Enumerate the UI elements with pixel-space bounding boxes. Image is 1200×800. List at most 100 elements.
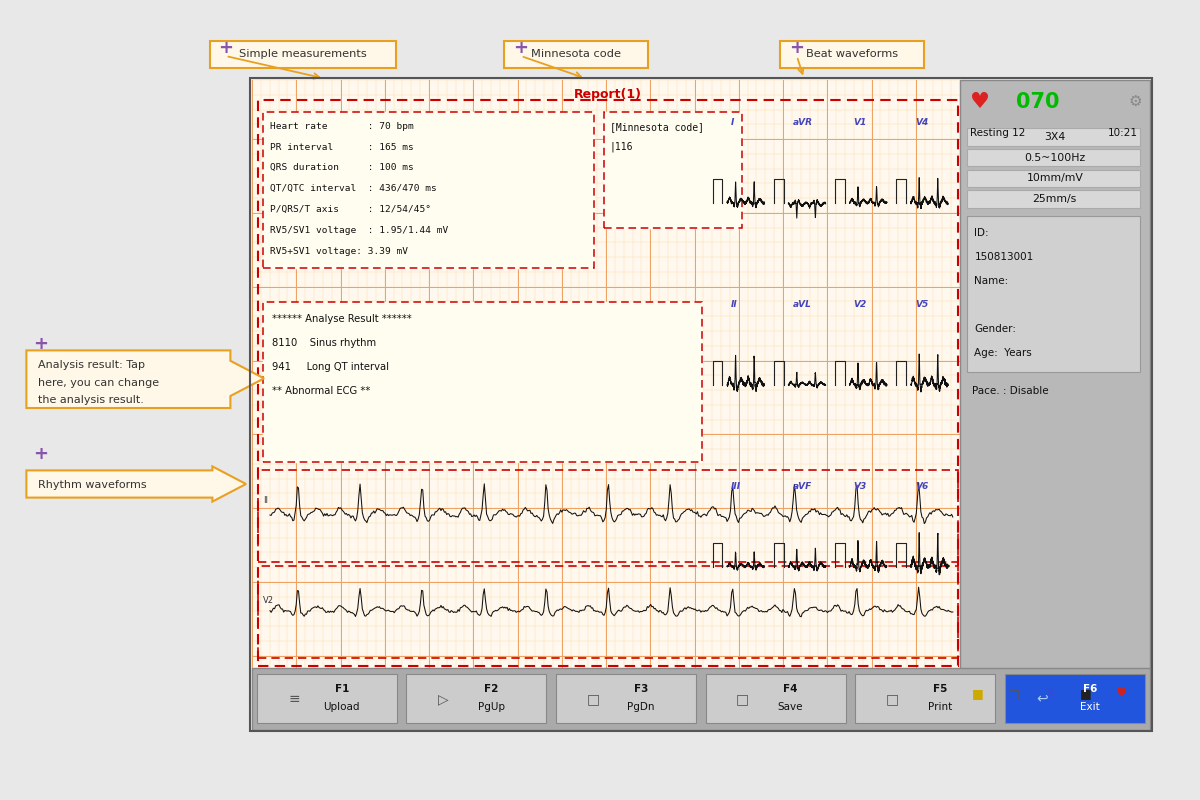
Text: I: I [731,118,734,127]
Text: Resting 12: Resting 12 [970,128,1025,138]
Text: ↩: ↩ [1036,692,1048,706]
Text: RV5+SV1 voltage: 3.39 mV: RV5+SV1 voltage: 3.39 mV [270,247,408,256]
Bar [1004,674,1145,723]
Text: Simple measurements: Simple measurements [239,50,367,59]
Text: Minnesota code: Minnesota code [530,50,622,59]
Text: ♥: ♥ [1116,687,1127,700]
Text: V2: V2 [263,595,274,605]
Text: 3X4: 3X4 [1044,132,1066,142]
Bar [257,674,397,723]
Bar [780,41,924,68]
Bar [967,128,1140,146]
Text: Pace. : Disable: Pace. : Disable [972,386,1049,396]
Bar [258,470,958,562]
Text: □: □ [736,692,749,706]
Text: here, you can change: here, you can change [38,378,160,388]
Text: |116: |116 [610,142,634,152]
Text: +: + [34,335,48,353]
Polygon shape [26,350,264,408]
Text: V2: V2 [853,300,866,310]
Text: QRS duration     : 100 ms: QRS duration : 100 ms [270,163,414,173]
Text: ▷: ▷ [438,692,449,706]
Bar [706,674,846,723]
Text: Age:  Years: Age: Years [974,348,1032,358]
Text: [Minnesota code]: [Minnesota code] [610,122,703,131]
Text: ♥: ♥ [971,92,990,111]
Text: PgDn: PgDn [628,702,655,712]
Text: F4: F4 [784,684,798,694]
Text: PgUp: PgUp [478,702,505,712]
Polygon shape [26,466,246,502]
Bar [263,112,594,268]
Text: V5: V5 [914,300,928,310]
Text: 10mm/mV: 10mm/mV [1026,174,1084,183]
Text: Rhythm waveforms: Rhythm waveforms [38,480,148,490]
Text: II: II [731,300,738,310]
Text: QT/QTC interval  : 436/470 ms: QT/QTC interval : 436/470 ms [270,184,437,194]
Text: V3: V3 [853,482,866,491]
Bar [263,302,702,462]
Text: Report(1): Report(1) [574,88,642,101]
Text: ■: ■ [1080,687,1092,700]
Text: 8110    Sinus rhythm: 8110 Sinus rhythm [272,338,377,347]
Text: +: + [218,39,233,57]
Bar [856,674,995,723]
Text: ⚔: ⚔ [1044,687,1055,700]
Bar [252,668,1150,730]
Text: ** Abnormal ECG **: ** Abnormal ECG ** [272,386,371,395]
Text: aVR: aVR [792,118,812,127]
Text: ⚙: ⚙ [1128,94,1142,109]
Text: F6: F6 [1082,684,1097,694]
Text: Beat waveforms: Beat waveforms [806,50,898,59]
Text: +: + [790,39,804,57]
Bar [967,170,1140,187]
Text: 150813001: 150813001 [974,252,1033,262]
Bar [263,112,594,268]
Text: Exit: Exit [1080,702,1099,712]
Text: V6: V6 [914,482,928,491]
Bar [258,566,958,658]
Text: 070: 070 [1016,92,1060,111]
Text: +: + [514,39,528,57]
Text: F2: F2 [484,684,498,694]
Text: 10:21: 10:21 [1108,128,1138,138]
Bar [967,149,1140,166]
Bar [967,190,1140,208]
Text: V4: V4 [914,118,928,127]
Bar [604,112,742,228]
Text: Upload: Upload [324,702,360,712]
Text: Print: Print [928,702,953,712]
Text: 941     Long QT interval: 941 Long QT interval [272,362,390,371]
Text: Analysis result: Tap: Analysis result: Tap [38,360,145,370]
Bar [967,216,1140,372]
Text: F1: F1 [335,684,349,694]
Text: F3: F3 [634,684,648,694]
Text: Save: Save [778,702,803,712]
Text: PR interval      : 165 ms: PR interval : 165 ms [270,142,414,151]
Bar [263,302,702,462]
Text: F5: F5 [932,684,947,694]
Text: +: + [34,446,48,463]
Text: ****** Analyse Result ******: ****** Analyse Result ****** [272,314,412,323]
Text: □: □ [587,692,600,706]
Text: Name:: Name: [974,276,1009,286]
Text: II: II [263,495,268,505]
Bar [604,112,742,228]
Bar [210,41,396,68]
Text: 25mm/s: 25mm/s [1033,194,1076,204]
Text: aVL: aVL [792,300,811,310]
Bar [250,78,1152,731]
Text: ≡: ≡ [288,692,300,706]
Text: RV5/SV1 voltage  : 1.95/1.44 mV: RV5/SV1 voltage : 1.95/1.44 mV [270,226,449,235]
Text: V1: V1 [853,118,866,127]
Text: □: □ [886,692,899,706]
Text: ID:: ID: [974,228,989,238]
Text: □: □ [1008,687,1020,700]
Text: aVF: aVF [792,482,811,491]
Bar [252,80,960,730]
Text: P/QRS/T axis     : 12/54/45°: P/QRS/T axis : 12/54/45° [270,206,431,214]
Text: 0.5~100Hz: 0.5~100Hz [1024,153,1086,162]
Text: ■: ■ [972,687,984,700]
Text: the analysis result.: the analysis result. [38,395,144,406]
Bar [407,674,546,723]
